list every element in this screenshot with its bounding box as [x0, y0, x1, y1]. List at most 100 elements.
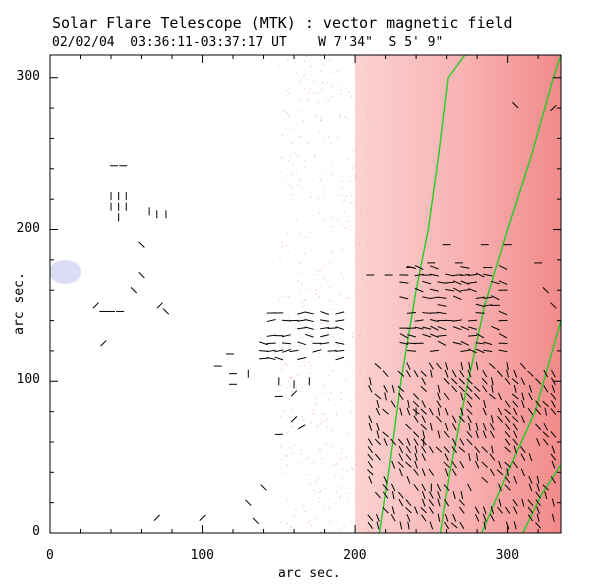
- speckle: [345, 87, 348, 89]
- speckle: [359, 334, 362, 336]
- speckle: [310, 524, 312, 526]
- speckle: [285, 455, 287, 458]
- speckle: [312, 410, 315, 412]
- speckle: [299, 289, 302, 291]
- field-vector: [482, 430, 487, 439]
- speckle: [363, 237, 365, 239]
- field-vector: [414, 453, 418, 462]
- speckle: [327, 399, 330, 401]
- field-vector: [475, 272, 485, 278]
- speckle: [366, 287, 368, 289]
- speckle: [308, 456, 310, 459]
- speckle: [299, 449, 301, 451]
- field-vector: [452, 280, 462, 285]
- field-vector: [451, 446, 457, 454]
- field-vector: [513, 407, 518, 416]
- speckle: [331, 86, 333, 88]
- field-vector: [497, 415, 503, 423]
- speckle: [305, 55, 307, 57]
- field-vector: [290, 416, 298, 423]
- speckle: [286, 432, 288, 434]
- speckle: [354, 500, 356, 502]
- speckle: [354, 62, 356, 64]
- speckle: [319, 421, 321, 424]
- field-vector: [550, 431, 557, 438]
- y-tick-label: 0: [32, 524, 40, 539]
- speckle: [306, 348, 308, 350]
- field-vector: [488, 393, 496, 400]
- speckle: [286, 455, 288, 457]
- speckle: [321, 59, 323, 61]
- speckle: [350, 410, 352, 413]
- field-vector: [504, 415, 511, 423]
- speckle: [341, 194, 343, 197]
- speckle: [318, 296, 321, 298]
- field-vector: [466, 378, 473, 385]
- speckle: [340, 88, 342, 90]
- speckle: [336, 136, 339, 138]
- field-vector: [444, 407, 449, 416]
- speckle: [321, 458, 323, 460]
- field-vector: [414, 460, 418, 469]
- speckle: [352, 336, 354, 338]
- contour-line-4: [522, 464, 561, 533]
- speckle: [319, 450, 321, 452]
- speckle: [351, 369, 353, 372]
- speckle: [319, 270, 321, 272]
- speckle: [321, 276, 324, 279]
- field-vector: [437, 407, 441, 416]
- field-vector: [466, 438, 473, 446]
- speckle: [325, 100, 327, 102]
- speckle: [299, 81, 301, 83]
- field-vector: [422, 296, 432, 300]
- contour-line-3: [481, 320, 561, 533]
- field-vector: [504, 408, 511, 415]
- speckle: [309, 482, 312, 485]
- field-vector: [551, 400, 556, 408]
- speckle: [352, 174, 355, 176]
- speckle: [346, 297, 348, 300]
- field-vector: [153, 514, 160, 522]
- field-vector: [422, 312, 432, 314]
- speckle: [304, 299, 306, 301]
- speckle: [366, 442, 368, 444]
- speckle: [287, 251, 289, 253]
- field-vector: [436, 400, 442, 408]
- field-vector: [535, 400, 541, 408]
- field-vector: [413, 468, 419, 476]
- speckle: [333, 340, 336, 343]
- speckle: [335, 491, 338, 493]
- x-tick-label: 200: [343, 548, 367, 563]
- field-vector: [407, 521, 410, 530]
- speckle: [300, 79, 303, 81]
- field-vector: [436, 362, 442, 370]
- field-vector: [374, 453, 381, 461]
- field-vector: [421, 483, 427, 492]
- speckle: [279, 65, 281, 67]
- speckle: [344, 116, 346, 118]
- speckle: [340, 398, 342, 400]
- field-vector: [383, 476, 388, 484]
- speckle: [367, 267, 370, 269]
- field-vector: [297, 357, 307, 360]
- speckle: [366, 112, 368, 115]
- field-vector: [536, 513, 540, 522]
- speckle: [341, 448, 343, 450]
- field-vector: [420, 507, 427, 514]
- field-vector: [512, 499, 518, 507]
- field-vector: [451, 369, 457, 378]
- speckle: [363, 340, 365, 342]
- field-vector: [429, 491, 434, 499]
- speckle: [351, 194, 353, 196]
- speckle: [334, 349, 336, 351]
- speckle: [288, 295, 290, 297]
- speckle: [315, 293, 317, 295]
- field-vector: [428, 407, 434, 416]
- speckle: [360, 261, 362, 263]
- speckle: [342, 469, 344, 471]
- field-vector: [544, 491, 548, 500]
- speckle: [340, 452, 342, 454]
- field-vector: [414, 287, 424, 293]
- field-vector: [407, 334, 416, 338]
- speckle: [333, 464, 335, 466]
